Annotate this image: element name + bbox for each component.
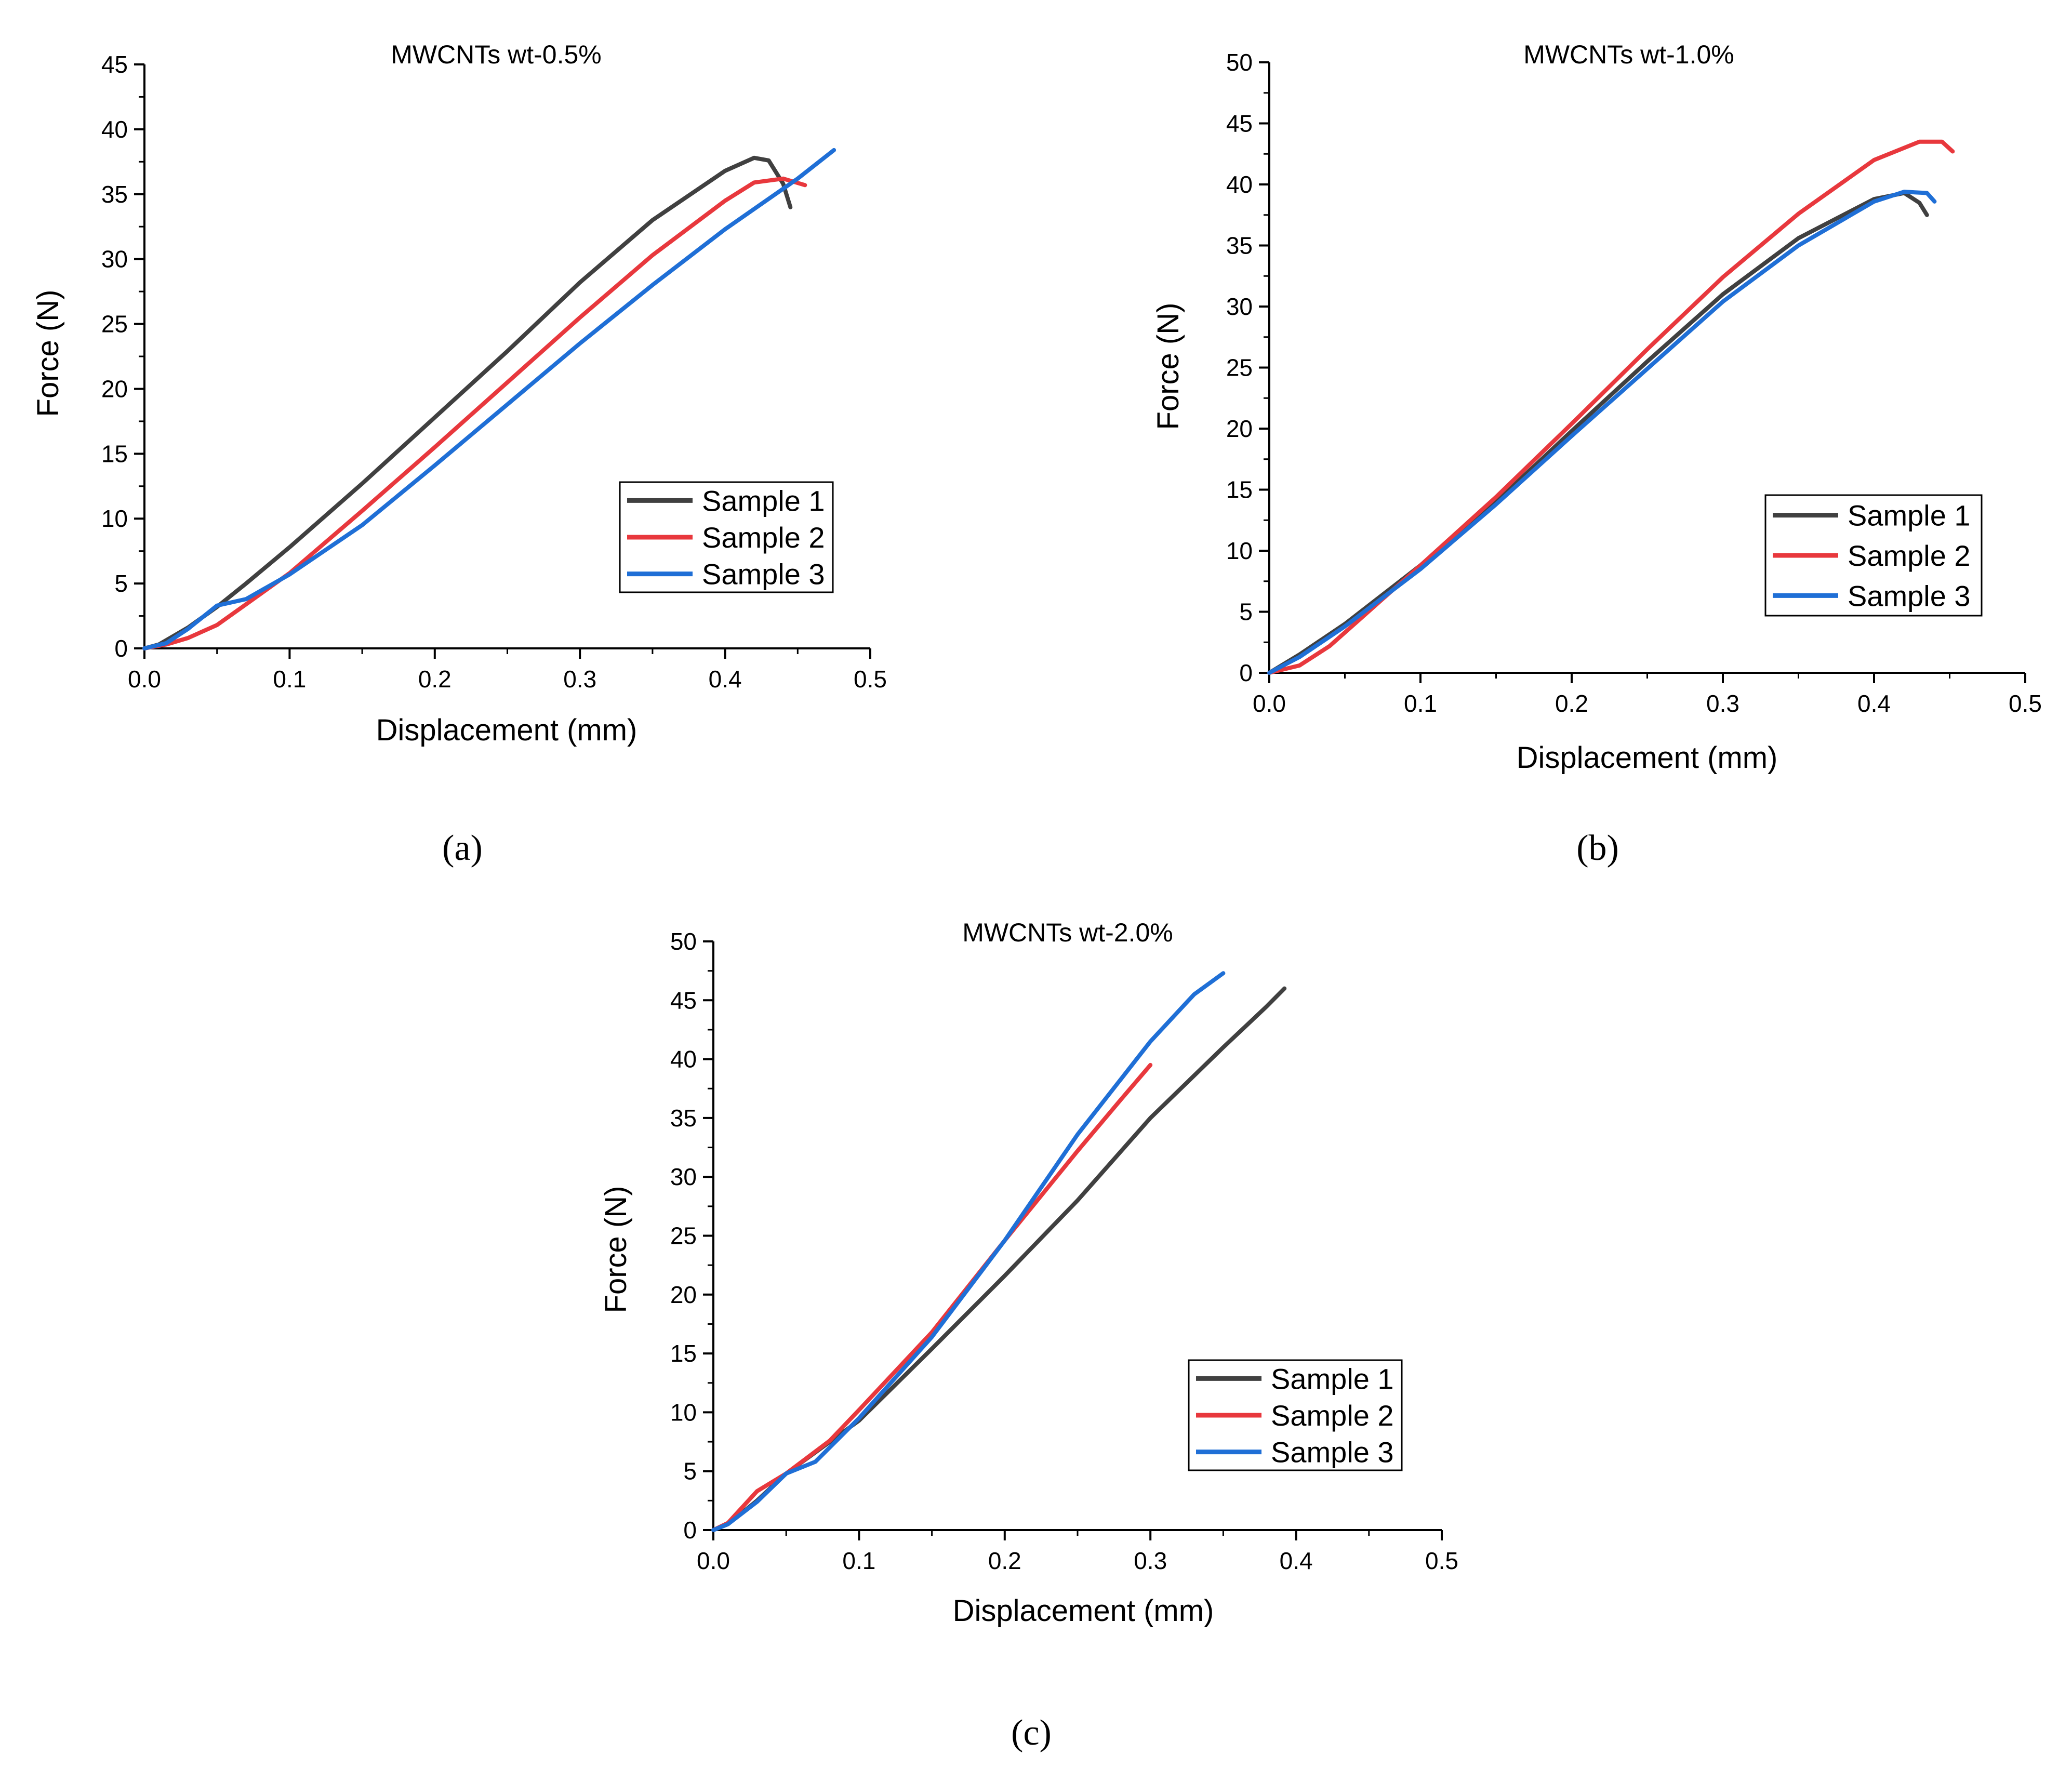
y-tick-label: 40	[101, 116, 128, 143]
legend-label: Sample 1	[702, 484, 825, 517]
y-tick-label: 45	[1226, 110, 1253, 137]
y-tick-label: 30	[670, 1163, 697, 1190]
panel-label: (b)	[1576, 828, 1619, 868]
y-tick-label: 0	[114, 635, 128, 662]
x-tick-label: 0.1	[1404, 690, 1437, 717]
y-axis-title: Force (N)	[31, 290, 65, 417]
x-tick-label: 0.2	[1555, 690, 1588, 717]
y-tick-label: 25	[101, 311, 128, 338]
y-tick-label: 10	[1226, 537, 1253, 564]
series-line-sample-3	[711, 971, 1226, 1532]
y-tick-label: 5	[114, 570, 128, 597]
y-tick-label: 30	[101, 246, 128, 273]
legend: Sample 1 Sample 2 Sample 3	[1188, 1359, 1403, 1471]
x-tick-label: 0.5	[854, 666, 887, 693]
x-tick-label: 0.0	[128, 666, 161, 693]
y-tick-label: 35	[101, 181, 128, 208]
y-tick-label: 30	[1226, 293, 1253, 320]
legend-label: Sample 3	[1848, 579, 1971, 612]
y-tick-label: 20	[1226, 415, 1253, 442]
legend: Sample 1 Sample 2 Sample 3	[619, 481, 834, 593]
y-tick-label: 15	[101, 440, 128, 467]
series-line-sample-2	[711, 1062, 1153, 1532]
chart-title: MWCNTs wt-2.0%	[962, 918, 1173, 947]
x-tick-label: 0.3	[1706, 690, 1739, 717]
x-tick-label: 0.1	[273, 666, 306, 693]
legend: Sample 1 Sample 2 Sample 3	[1764, 494, 1983, 617]
y-tick-label: 10	[101, 505, 128, 532]
y-tick-label: 40	[670, 1046, 697, 1073]
x-tick-label: 0.1	[842, 1547, 875, 1574]
y-tick-label: 45	[670, 987, 697, 1014]
y-tick-label: 20	[670, 1281, 697, 1308]
y-tick-label: 50	[670, 928, 697, 955]
x-tick-label: 0.0	[1253, 690, 1286, 717]
x-axis-title: Displacement (mm)	[953, 1594, 1214, 1628]
y-tick-label: 10	[670, 1399, 697, 1426]
x-tick-label: 0.4	[1857, 690, 1891, 717]
x-axis-title: Displacement (mm)	[376, 713, 637, 747]
panel-label: (c)	[1011, 1713, 1052, 1753]
legend-label: Sample 2	[1848, 539, 1971, 572]
x-tick-label: 0.2	[988, 1547, 1021, 1574]
x-tick-label: 0.0	[697, 1547, 730, 1574]
y-tick-label: 5	[1239, 599, 1253, 626]
series-line-sample-2	[142, 176, 807, 650]
y-tick-label: 0	[683, 1517, 697, 1544]
y-tick-label: 35	[670, 1105, 697, 1132]
y-axis-title: Force (N)	[599, 1186, 633, 1313]
chart-panel-b: MWCNTs wt-1.0% Displacement (mm) Force (…	[1151, 40, 2042, 868]
legend-label: Sample 1	[1848, 499, 1971, 532]
series-line-sample-2	[1267, 139, 1955, 675]
y-axis-title: Force (N)	[1151, 303, 1185, 430]
chart-title: MWCNTs wt-1.0%	[1523, 40, 1734, 69]
panel-label: (a)	[442, 828, 483, 868]
x-tick-label: 0.5	[2009, 690, 2042, 717]
x-tick-label: 0.4	[709, 666, 742, 693]
x-tick-label: 0.3	[563, 666, 596, 693]
chart-panel-a: MWCNTs wt-0.5% Displacement (mm) Force (…	[31, 40, 887, 868]
legend-label: Sample 3	[1271, 1436, 1394, 1469]
legend-label: Sample 3	[702, 558, 825, 591]
y-tick-label: 50	[1226, 49, 1253, 76]
y-tick-label: 0	[1239, 659, 1253, 686]
y-tick-label: 40	[1226, 171, 1253, 198]
series-line-sample-3	[1267, 190, 1937, 675]
y-tick-label: 25	[670, 1222, 697, 1249]
legend-label: Sample 2	[702, 521, 825, 554]
x-tick-label: 0.5	[1425, 1547, 1458, 1574]
x-axis-title: Displacement (mm)	[1517, 741, 1778, 775]
series-line-sample-3	[142, 148, 836, 650]
y-tick-label: 20	[101, 375, 128, 402]
x-tick-label: 0.4	[1280, 1547, 1313, 1574]
legend-label: Sample 1	[1271, 1362, 1394, 1395]
y-tick-label: 25	[1226, 354, 1253, 381]
legend-label: Sample 2	[1271, 1399, 1394, 1432]
y-tick-label: 35	[1226, 232, 1253, 259]
chart-title: MWCNTs wt-0.5%	[391, 40, 602, 69]
y-tick-label: 5	[683, 1458, 697, 1485]
x-tick-label: 0.3	[1134, 1547, 1167, 1574]
y-tick-label: 45	[101, 51, 128, 78]
x-tick-label: 0.2	[418, 666, 451, 693]
y-tick-label: 15	[670, 1340, 697, 1367]
chart-panel-c: MWCNTs wt-2.0% Displacement (mm) Force (…	[599, 918, 1458, 1753]
y-tick-label: 15	[1226, 476, 1253, 503]
